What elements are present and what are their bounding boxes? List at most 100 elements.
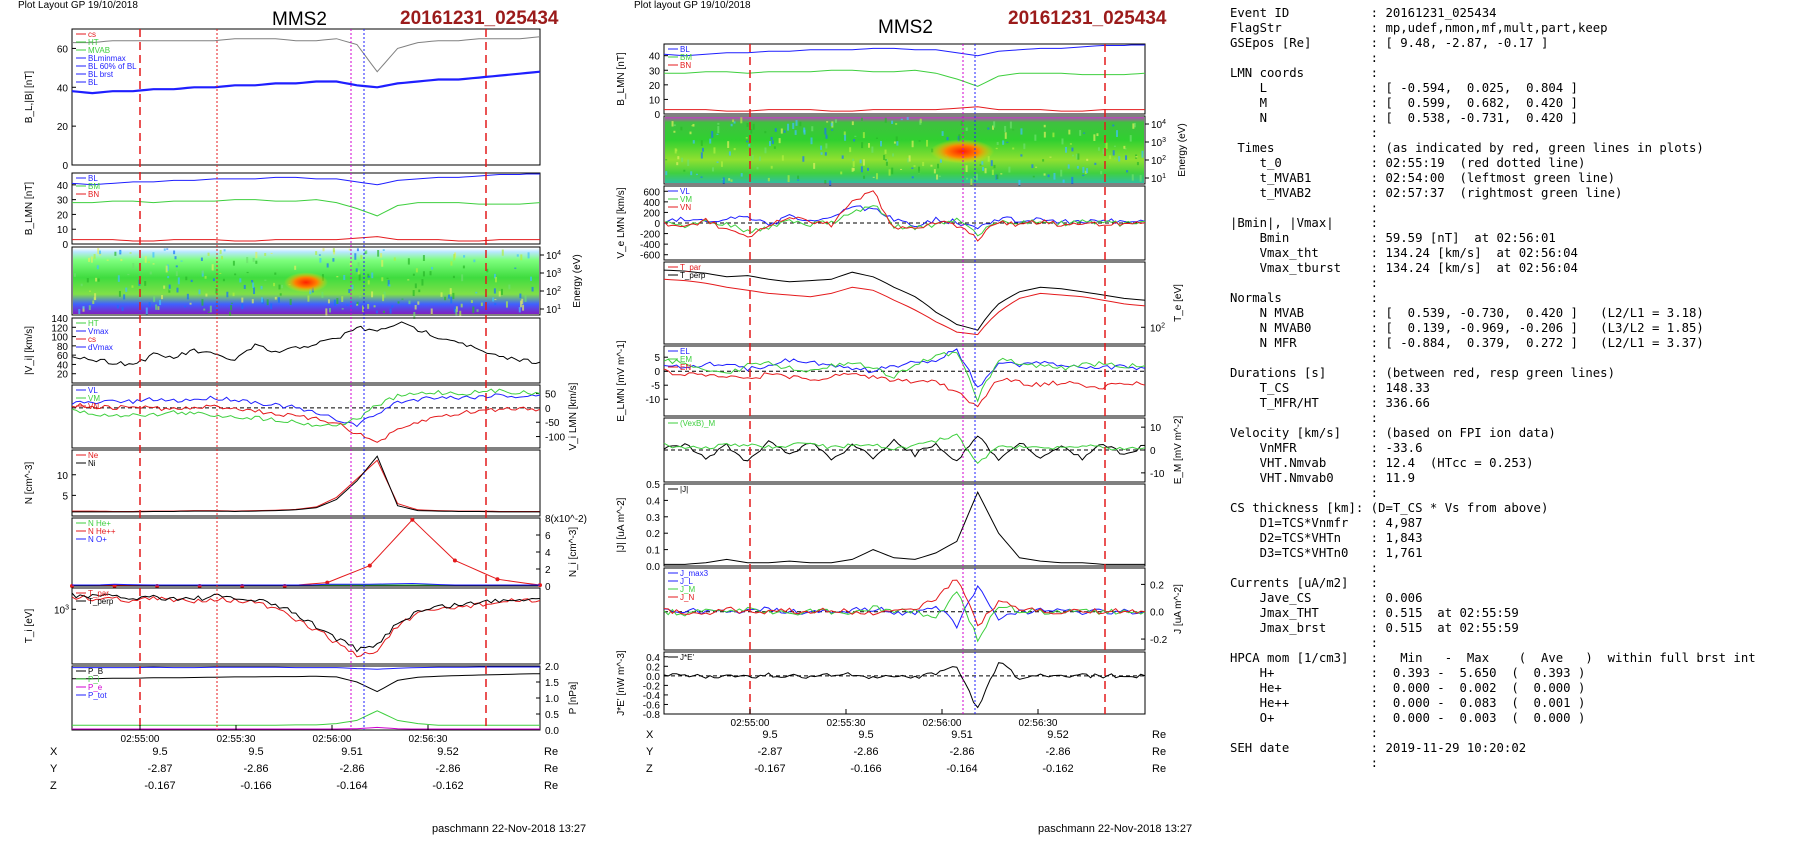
spectrogram-cell: [911, 140, 914, 148]
y-tick-label: 0: [545, 582, 551, 593]
spectrogram-cell: [825, 134, 828, 139]
spectrogram-cell: [123, 294, 126, 300]
y-tick-exp: 2: [1161, 322, 1165, 329]
event-info-line: t_0 : 02:55:19 (red dotted line): [1230, 156, 1586, 170]
pos-value: -0.162: [1042, 763, 1074, 775]
y-tick-label: 40: [57, 181, 69, 192]
event-info-line: GSEpos [Re] : [ 9.48, -2.87, -0.17 ]: [1230, 36, 1549, 50]
spectrogram-cell: [174, 256, 177, 260]
y-tick-exp: 1: [1162, 173, 1166, 180]
spectrogram-cell: [460, 303, 463, 308]
spectrogram-cell: [992, 125, 995, 130]
y-tick-label: 104: [1151, 119, 1166, 131]
spectrogram-cell: [132, 263, 135, 269]
spectrogram-cell: [78, 308, 81, 314]
spectrogram-cell: [1102, 148, 1105, 155]
spectrogram-cell: [207, 311, 210, 313]
legend-label: cs: [88, 335, 96, 344]
spectrogram-cell: [149, 271, 152, 275]
spectrogram-cell: [1012, 147, 1015, 150]
series-line: [663, 579, 1146, 627]
series-line: [72, 710, 540, 726]
event-info-line: t_MVAB2 : 02:57:37 (rightmost green line…: [1230, 186, 1623, 200]
spectrogram-cell: [414, 305, 417, 310]
y-tick-label: 140: [51, 314, 68, 325]
spectrogram-cell: [531, 286, 534, 292]
spectrogram-cell: [1139, 175, 1142, 182]
spectrogram-cell: [226, 291, 229, 298]
spectrogram-cell: [266, 299, 269, 306]
spectrogram-cell: [1082, 166, 1085, 173]
spectrogram-cell: [1077, 153, 1080, 160]
y-axis-label: N [cm^-3]: [24, 462, 35, 505]
pos-value: -2.86: [949, 746, 975, 758]
spectrogram-cell: [519, 300, 522, 308]
spectrogram-cell: [1020, 128, 1023, 135]
y-tick-label: 40: [57, 360, 69, 371]
legend-label: BLminmax: [88, 54, 126, 63]
x-tick-label: 02:56:00: [923, 718, 962, 729]
spectrogram-cell: [207, 252, 210, 256]
spectrogram-cell: [1047, 174, 1050, 178]
panel-frame: [663, 115, 1146, 185]
series-line: [71, 393, 541, 428]
spectrogram-cell: [783, 130, 786, 133]
spectrogram-cell: [492, 297, 495, 302]
legend-label: EM: [680, 355, 692, 364]
spectrogram-cell: [895, 136, 898, 142]
panel-right-2: Energy (eV) 101 102 103 104: [663, 115, 1188, 187]
spectrogram-cell: [1113, 145, 1116, 147]
spectrogram-cell: [1124, 148, 1127, 150]
spectrogram-cell: [676, 162, 679, 166]
spectrogram-cell: [1008, 166, 1011, 173]
spectrogram-cell: [852, 158, 855, 162]
legend-label: MVAB: [88, 46, 110, 55]
spectrogram-cell: [730, 123, 733, 127]
series-line: [71, 402, 541, 443]
y-tick-label: 102: [546, 286, 561, 298]
spectrogram-cell: [926, 139, 929, 147]
event-info-line: :: [1230, 411, 1379, 425]
spectrogram-cell: [824, 127, 827, 135]
spectrogram-cell: [452, 275, 455, 279]
spectrogram-cell: [120, 258, 123, 262]
spectrogram-cell: [475, 291, 478, 294]
pos-value: -0.166: [240, 780, 272, 792]
x-tick-label: 02:55:30: [217, 734, 256, 745]
y-tick-exp: 3: [1162, 137, 1166, 144]
spectrogram-cell: [879, 140, 882, 147]
legend-label: EL: [680, 347, 690, 356]
spectrogram-cell: [519, 293, 522, 299]
event-info-line: :: [1230, 636, 1379, 650]
panel-left-9: P [nPa] 0.0 0.5 1.0 1.5 2.0 P_BP_iP_eP_tot: [71, 662, 579, 737]
spectrogram-cell: [700, 152, 703, 159]
data-point: [410, 517, 415, 522]
spectrogram-cell: [343, 274, 346, 281]
y-tick-label: 80: [57, 342, 69, 353]
spectrogram-cell: [665, 159, 668, 161]
spectrogram-cell: [936, 174, 939, 180]
series-line: [663, 44, 1145, 57]
panel-right-9: J*E' [nW m^-3] -0.8-0.6-0.4-0.20.00.20.4 J…: [616, 650, 1146, 721]
spectrogram-cell: [232, 260, 235, 266]
legend-label: J*E': [680, 653, 694, 662]
pos-value: 9.5: [858, 729, 874, 741]
y-tick-label: -10: [1150, 469, 1165, 480]
spectrogram-cell: [933, 169, 936, 174]
spectrogram-cell: [145, 307, 148, 315]
y-tick-label: -0.2: [643, 681, 661, 692]
spectrogram-cell: [346, 304, 349, 306]
event-info-line: t_MVAB1 : 02:54:00 (leftmost green line): [1230, 171, 1615, 185]
spectrogram-cell: [1075, 153, 1078, 160]
spectrogram-cell: [886, 158, 889, 162]
spectrogram-cell: [88, 257, 91, 262]
spectrogram-cell: [803, 129, 806, 135]
spectrogram-cell: [203, 308, 206, 311]
event-info-line: Durations [s] : (between red, resp green…: [1230, 366, 1615, 380]
spectrogram-cell: [381, 277, 384, 282]
spectrogram-cell: [717, 126, 720, 134]
spectrogram-cell: [713, 147, 716, 154]
y-tick-label: 4: [545, 548, 551, 559]
spectrogram-cell: [325, 308, 328, 316]
